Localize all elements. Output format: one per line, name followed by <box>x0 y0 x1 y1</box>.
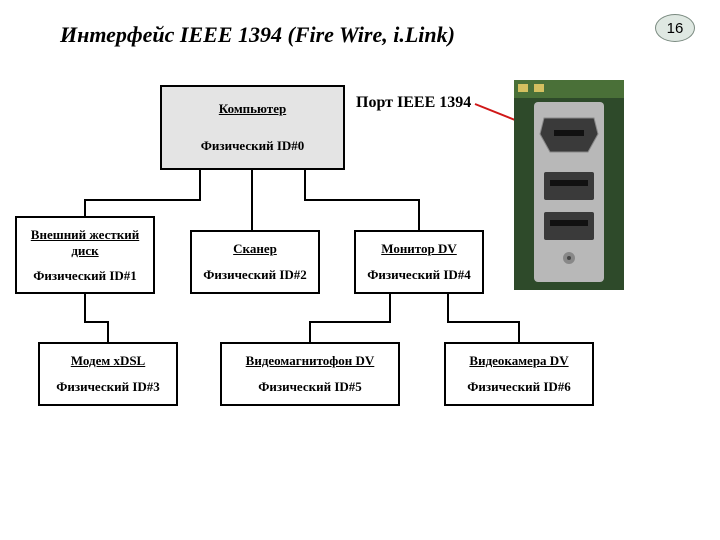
node-n2: Сканер Физический ID#2 <box>190 230 320 294</box>
node-name: Компьютер <box>164 101 341 117</box>
node-physical-id: Физический ID#0 <box>164 138 341 154</box>
node-name: Внешний жесткий диск <box>19 227 151 259</box>
node-n4: Монитор DV Физический ID#4 <box>354 230 484 294</box>
node-n1: Внешний жесткий диск Физический ID#1 <box>15 216 155 294</box>
node-physical-id: Физический ID#3 <box>42 379 174 395</box>
port-label: Порт IEEE 1394 <box>356 94 471 112</box>
node-physical-id: Физический ID#1 <box>19 268 151 284</box>
node-physical-id: Физический ID#4 <box>358 267 480 283</box>
node-physical-id: Физический ID#2 <box>194 267 316 283</box>
slide-title: Интерфейс IEEE 1394 (Fire Wire, i.Link) <box>60 22 455 48</box>
node-n3: Модем xDSL Физический ID#3 <box>38 342 178 406</box>
node-name: Видеомагнитофон DV <box>224 353 396 369</box>
node-name: Сканер <box>194 241 316 257</box>
node-n0: Компьютер Физический ID#0 <box>160 85 345 170</box>
page-number: 16 <box>667 20 684 37</box>
node-n6: Видеокамера DV Физический ID#6 <box>444 342 594 406</box>
page-number-badge: 16 <box>655 14 695 42</box>
node-name: Монитор DV <box>358 241 480 257</box>
node-name: Модем xDSL <box>42 353 174 369</box>
node-n5: Видеомагнитофон DV Физический ID#5 <box>220 342 400 406</box>
node-physical-id: Физический ID#6 <box>448 379 590 395</box>
firewire-port-photo <box>514 80 624 290</box>
node-name: Видеокамера DV <box>448 353 590 369</box>
node-physical-id: Физический ID#5 <box>224 379 396 395</box>
